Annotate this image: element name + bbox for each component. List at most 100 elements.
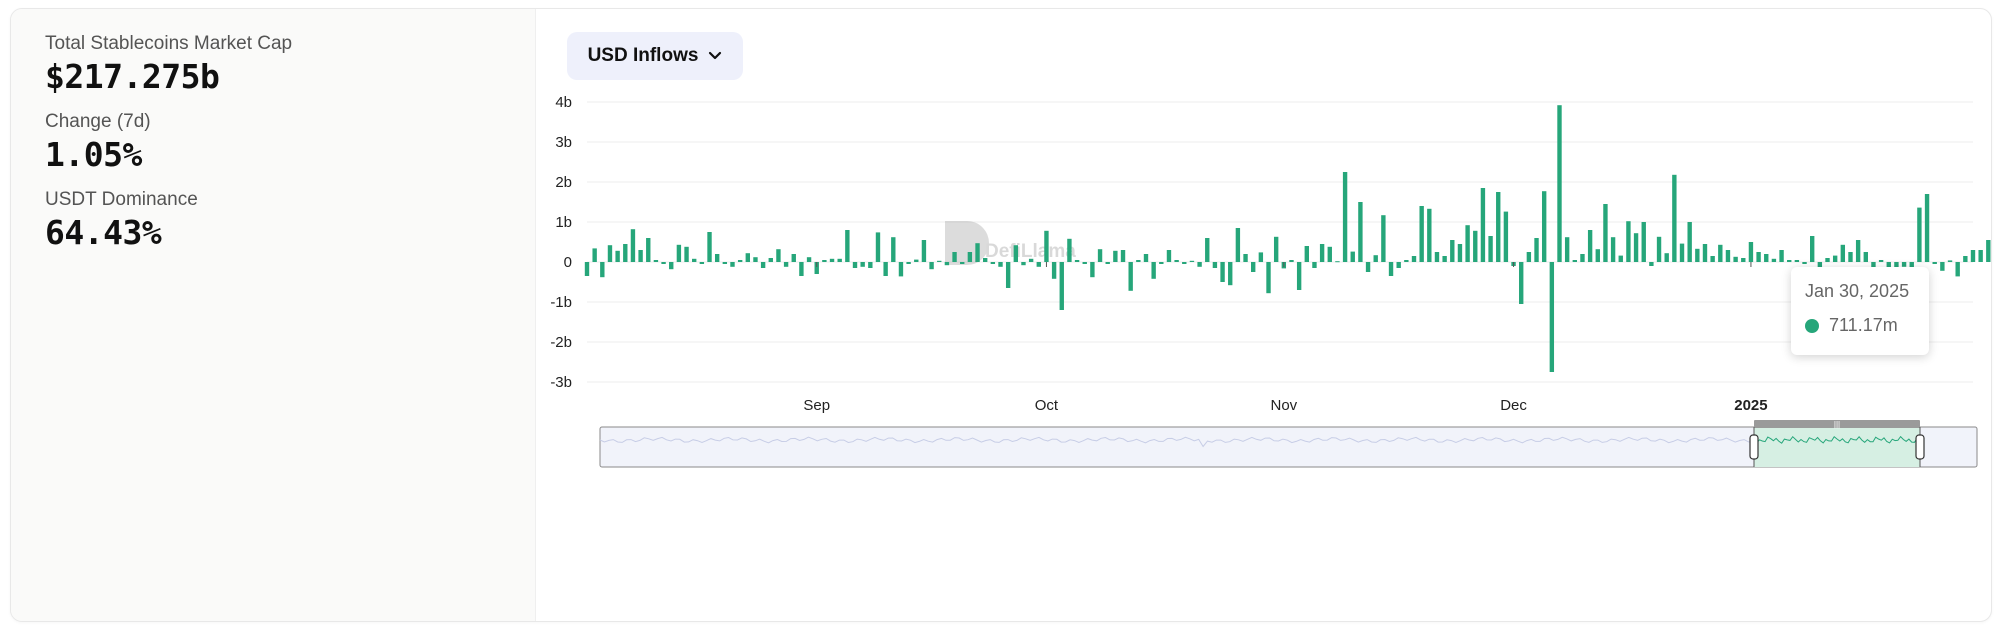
bar (929, 262, 934, 270)
series-dot (1805, 318, 1819, 333)
bar (1748, 242, 1754, 262)
bar (1848, 252, 1853, 262)
bar (1342, 172, 1348, 262)
bar (1687, 222, 1692, 262)
chart-type-dropdown[interactable]: USD Inflows (567, 32, 743, 80)
bar (952, 252, 957, 262)
bar (1059, 262, 1064, 310)
bar (1901, 262, 1907, 267)
stat-label: Change (7d) (45, 111, 151, 132)
bar (1480, 188, 1486, 262)
bar (1564, 237, 1570, 262)
bar (891, 237, 896, 262)
bar (914, 259, 919, 262)
bar (684, 246, 689, 262)
bar (1044, 230, 1049, 262)
bar (776, 249, 781, 262)
bar (1434, 252, 1440, 262)
bar (1595, 249, 1600, 262)
x-tick-label: 2025 (1734, 397, 1767, 414)
bar (1572, 260, 1578, 262)
bar (1182, 262, 1187, 264)
stat-value: 1.05% (45, 135, 142, 174)
bar (1427, 208, 1432, 262)
bar (745, 253, 750, 262)
bar (760, 262, 766, 268)
zoom-handle-left[interactable] (1749, 434, 1759, 460)
bar (829, 258, 835, 262)
y-tick-label: 4b (555, 94, 572, 111)
bar (1105, 262, 1110, 264)
bar (699, 262, 705, 264)
zoom-grip-icon: ||| (1834, 420, 1840, 429)
bar (1388, 262, 1394, 276)
bar (860, 262, 865, 267)
bar (1005, 262, 1011, 288)
bar (1273, 236, 1279, 262)
bar (1924, 194, 1930, 262)
bar (852, 262, 858, 268)
bar (1503, 211, 1509, 262)
bar (1672, 174, 1677, 262)
bar (1205, 238, 1210, 262)
bar (937, 260, 942, 262)
bar (1802, 262, 1807, 264)
bar (1350, 251, 1355, 262)
bar (875, 232, 881, 262)
bar (630, 229, 636, 262)
bar (1488, 236, 1493, 262)
bar (906, 262, 911, 264)
bar (1955, 262, 1960, 277)
bar (615, 250, 620, 262)
bar (1519, 262, 1524, 304)
bar (676, 244, 682, 262)
bar (1021, 262, 1026, 266)
bar (768, 258, 773, 262)
bar (1243, 254, 1248, 262)
bar (1764, 254, 1769, 262)
tooltip-date: Jan 30, 2025 (1805, 281, 1910, 301)
bar (822, 260, 827, 262)
bar (1189, 260, 1195, 262)
inflows-chart: 4b 3b 2b 1b 0 -1b -2b -3b DefiLlama Sep Oct Nov Dec 2… (550, 94, 1991, 468)
zoom-overview-line (599, 436, 1754, 448)
bar (1082, 262, 1087, 264)
bar (868, 262, 873, 268)
bar (1090, 262, 1095, 278)
bar (1725, 250, 1731, 262)
bar (692, 258, 697, 262)
bar (1641, 222, 1646, 262)
bar (1220, 262, 1225, 282)
bar (1741, 258, 1746, 262)
x-tick-label: Oct (1035, 397, 1059, 414)
bar (623, 244, 628, 262)
bar (1557, 105, 1562, 262)
bar (1810, 236, 1815, 262)
bar (1534, 238, 1539, 262)
bar (1978, 250, 1983, 262)
bar (1442, 256, 1447, 262)
bar (1013, 245, 1019, 262)
bar (1128, 262, 1133, 291)
y-tick-label: 1b (555, 214, 572, 231)
y-tick-label: 0 (564, 254, 572, 271)
bar (1143, 254, 1149, 262)
chevron-down-icon (708, 51, 722, 61)
zoom-handle-right[interactable] (1915, 434, 1925, 460)
bar (1610, 237, 1616, 262)
bar (1695, 248, 1700, 262)
bar (592, 248, 597, 262)
zoom-track (599, 426, 1978, 468)
bar (806, 257, 812, 262)
y-tick-label: -2b (550, 334, 572, 351)
bar (1319, 244, 1325, 262)
stat-label: Total Stablecoins Market Cap (45, 33, 293, 54)
x-tick-label: Nov (1270, 397, 1297, 414)
bar (730, 262, 735, 267)
bar (967, 252, 973, 262)
stablecoins-card: Total Stablecoins Market Cap $217.275b C… (10, 8, 1992, 622)
bar (1327, 246, 1332, 262)
stat-value: 64.43% (45, 213, 162, 252)
zoom-move-handle[interactable] (1754, 420, 1920, 428)
y-tick-label: 3b (555, 134, 572, 151)
